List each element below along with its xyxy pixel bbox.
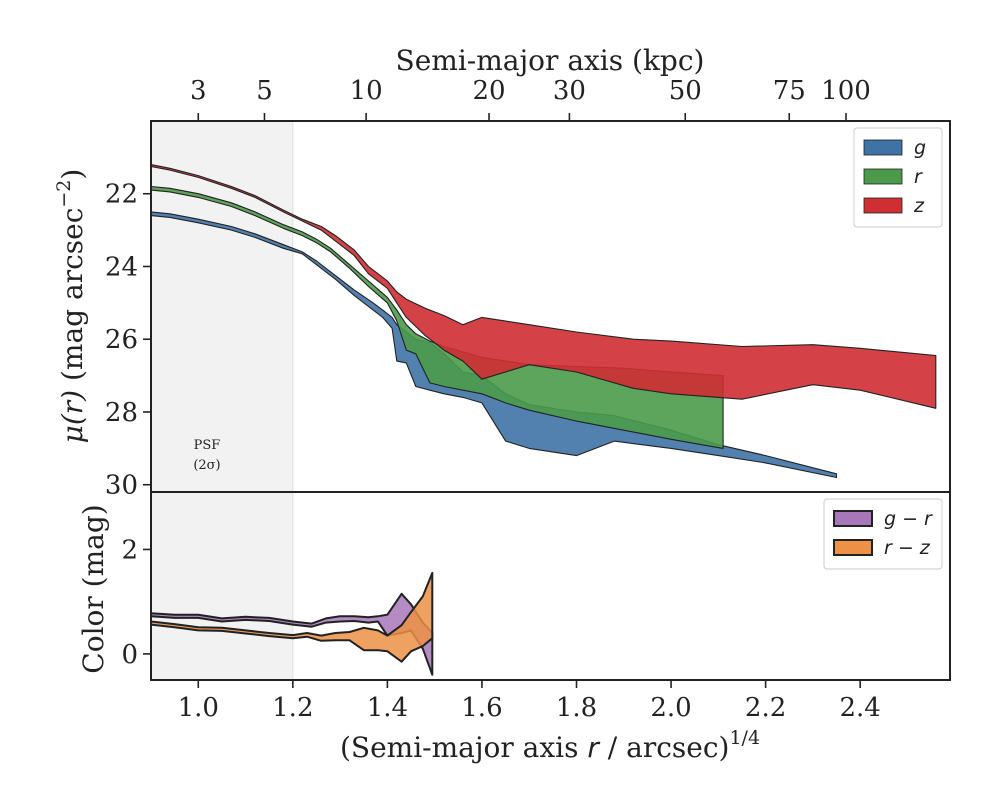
surface-brightness-legend-label: z: [913, 195, 925, 217]
x-axis-title: (Semi-major axis r / arcsec)1/4: [340, 727, 760, 764]
surface-brightness-ytick-label: 28: [105, 398, 138, 428]
surface-brightness-series: [150, 164, 937, 479]
x-tick-label: 1.8: [556, 693, 597, 723]
surface-brightness-legend-swatch: [863, 168, 903, 185]
top-tick-label: 10: [350, 76, 383, 106]
top-tick-label: 5: [256, 76, 273, 106]
color-legend-swatch: [833, 539, 873, 556]
psf-sigma-label: (2σ): [193, 458, 220, 473]
color-ytick-label: 0: [121, 640, 138, 670]
color-ytick-label: 2: [121, 535, 138, 565]
color-band-0: [150, 592, 434, 676]
top-axis-title: Semi-major axis (kpc): [396, 44, 705, 77]
x-tick-label: 2.4: [839, 693, 880, 723]
color-legend-swatch: [833, 510, 873, 527]
top-tick-label: 75: [773, 76, 806, 106]
surface-brightness-ytick-label: 26: [105, 325, 138, 355]
surface-brightness-legend: grz: [853, 127, 943, 228]
color-ylabel: Color (mag): [77, 504, 110, 673]
surface-brightness-ytick-label: 30: [105, 471, 138, 501]
x-tick-label: 2.2: [745, 693, 786, 723]
top-tick-label: 30: [553, 76, 586, 106]
surface-brightness-legend-label: g: [914, 137, 926, 159]
x-tick-label: 1.4: [367, 693, 408, 723]
color-legend: g − r r − z: [823, 498, 943, 570]
surface-brightness-ytick-label: 22: [105, 180, 138, 210]
surface-brightness-ytick-label: 24: [105, 252, 138, 282]
top-tick-label: 3: [190, 76, 207, 106]
color-legend-label: r − z: [884, 537, 931, 559]
x-tick-label: 2.0: [650, 693, 691, 723]
color-legend-label: g − r: [884, 508, 933, 530]
top-tick-label: 100: [821, 76, 871, 106]
color-panel-frame: [150, 491, 951, 681]
top-tick-label: 20: [472, 76, 505, 106]
surface-brightness-band-2: [150, 164, 937, 409]
surface-brightness-band-1: [150, 185, 724, 449]
surface-brightness-band-0: [150, 211, 838, 479]
x-tick-label: 1.0: [178, 693, 219, 723]
surface-brightness-legend-label: r: [914, 166, 923, 188]
psf-label: PSF: [194, 438, 221, 453]
x-tick-label: 1.2: [272, 693, 313, 723]
surface-brightness-legend-swatch: [863, 139, 903, 156]
color-band-1: [150, 571, 434, 663]
x-tick-label: 1.6: [461, 693, 502, 723]
color-series: [150, 571, 434, 676]
top-tick-label: 50: [669, 76, 702, 106]
surface-brightness-ylabel: μ(r) (mag arcsec−2): [53, 169, 89, 444]
surface-brightness-legend-swatch: [863, 197, 903, 214]
